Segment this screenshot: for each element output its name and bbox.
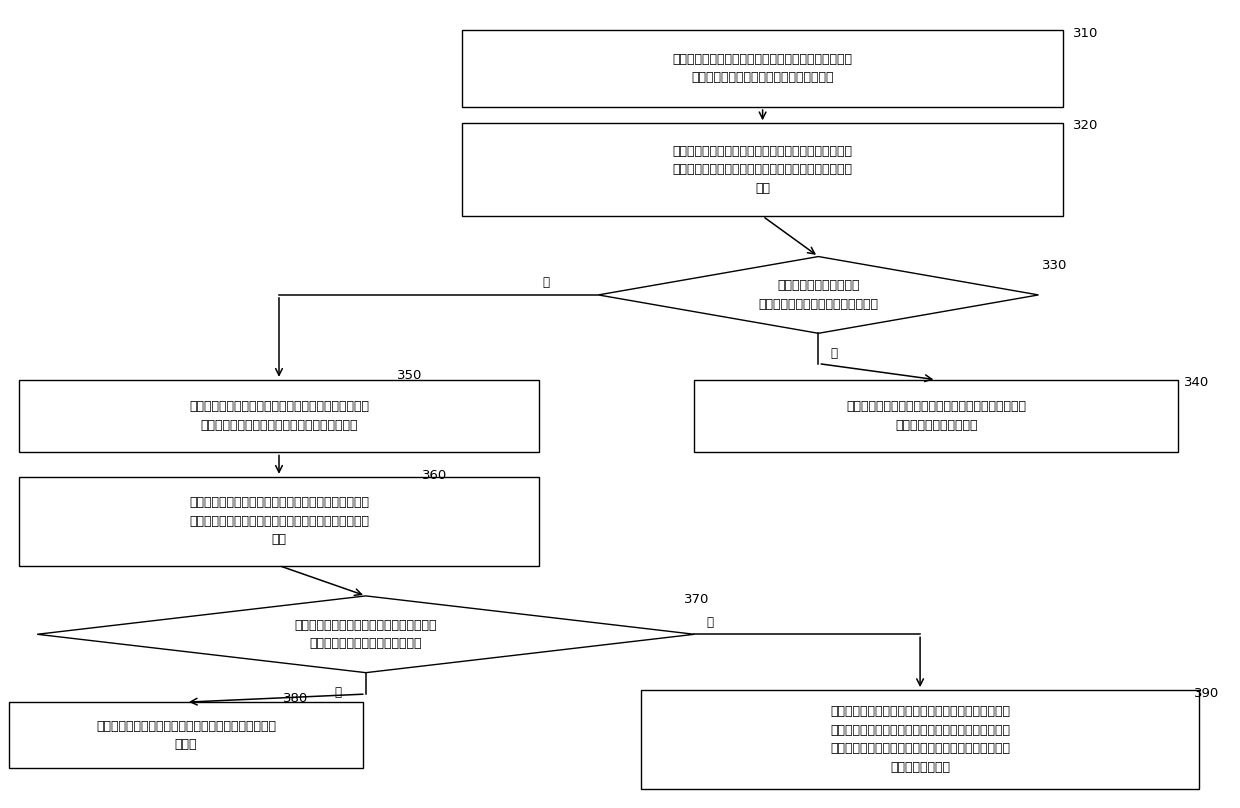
FancyBboxPatch shape <box>19 380 539 452</box>
Text: 所述直连系统将所述访问目标供应商系统的接口调用传
输至所述目标供应商系统: 所述直连系统将所述访问目标供应商系统的接口调用传 输至所述目标供应商系统 <box>846 401 1027 431</box>
Text: 所述流量控制模块响应于所述访问请求许可接口的调用
操作，根据所述目标供应商系统的实时状态，输出返回
结果: 所述流量控制模块响应于所述访问请求许可接口的调用 操作，根据所述目标供应商系统的… <box>672 145 853 195</box>
Text: 310: 310 <box>1073 27 1097 40</box>
FancyBboxPatch shape <box>461 123 1063 216</box>
Text: 判断所述返回结果是否为
允许实时访问所述目标供应商系统？: 判断所述返回结果是否为 允许实时访问所述目标供应商系统？ <box>759 280 878 310</box>
Text: 350: 350 <box>397 369 422 382</box>
FancyBboxPatch shape <box>694 380 1178 452</box>
Polygon shape <box>37 596 694 672</box>
Text: 390: 390 <box>1194 687 1219 700</box>
Text: 360: 360 <box>422 469 446 482</box>
FancyBboxPatch shape <box>641 690 1199 789</box>
Text: 所述直连系统响应于访问目标供应商系统的接口调用，
调用所述流量控制模块的访问请求许可接口: 所述直连系统响应于访问目标供应商系统的接口调用， 调用所述流量控制模块的访问请求… <box>672 53 853 84</box>
Text: 340: 340 <box>1184 376 1209 389</box>
Text: 所述流量控制模块遍历本地缓存的所述访问供应商系统
的接口调用，确定处于延迟访问状态的所述目标供应商
系统: 所述流量控制模块遍历本地缓存的所述访问供应商系统 的接口调用，确定处于延迟访问状… <box>188 496 370 546</box>
Polygon shape <box>599 256 1039 333</box>
Text: 判断所述目标供应商系统处于延迟访问状态
的延时缓存原因是否为流量过载？: 判断所述目标供应商系统处于延迟访问状态 的延时缓存原因是否为流量过载？ <box>295 619 436 650</box>
Text: 恢复执行本地缓存的所述访问所述目标供应商系统的接
口调用: 恢复执行本地缓存的所述访问所述目标供应商系统的接 口调用 <box>95 720 277 751</box>
Text: 是: 是 <box>831 347 838 360</box>
FancyBboxPatch shape <box>10 702 362 768</box>
Text: 380: 380 <box>283 692 308 705</box>
Text: 对于所述目标供应商系统，响应于所述延迟访问状态匹
配的原因为系统异常，且所述目标供应商系统恢复正常
的情况下，恢复执行本地缓存的所述访问所述目标供应
商系统的接: 对于所述目标供应商系统，响应于所述延迟访问状态匹 配的原因为系统异常，且所述目标… <box>830 705 1011 773</box>
Text: 否: 否 <box>707 616 714 629</box>
FancyBboxPatch shape <box>461 30 1063 107</box>
Text: 370: 370 <box>684 593 709 606</box>
Text: 330: 330 <box>1042 259 1066 271</box>
FancyBboxPatch shape <box>19 477 539 566</box>
Text: 所述直连系统响应于延迟访问所述目标供应商系统的返
回结果，输出指示等待处理的接口调用反馈信息: 所述直连系统响应于延迟访问所述目标供应商系统的返 回结果，输出指示等待处理的接口… <box>188 401 370 431</box>
Text: 否: 否 <box>543 276 549 289</box>
Text: 是: 是 <box>335 686 342 700</box>
Text: 320: 320 <box>1073 119 1097 132</box>
